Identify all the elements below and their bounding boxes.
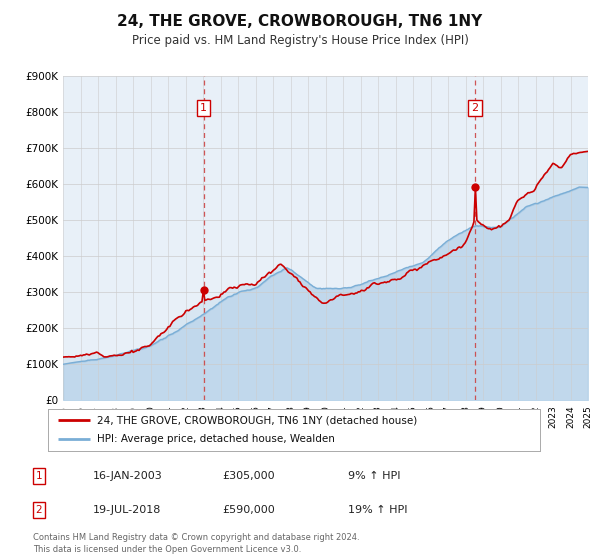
Text: 9% ↑ HPI: 9% ↑ HPI (348, 471, 401, 481)
Text: This data is licensed under the Open Government Licence v3.0.: This data is licensed under the Open Gov… (33, 545, 301, 554)
Text: 1: 1 (200, 103, 207, 113)
Text: Price paid vs. HM Land Registry's House Price Index (HPI): Price paid vs. HM Land Registry's House … (131, 34, 469, 46)
Text: 24, THE GROVE, CROWBOROUGH, TN6 1NY (detached house): 24, THE GROVE, CROWBOROUGH, TN6 1NY (det… (97, 415, 418, 425)
Text: 19-JUL-2018: 19-JUL-2018 (93, 505, 161, 515)
Text: Contains HM Land Registry data © Crown copyright and database right 2024.: Contains HM Land Registry data © Crown c… (33, 533, 359, 542)
Text: £590,000: £590,000 (222, 505, 275, 515)
Text: £305,000: £305,000 (222, 471, 275, 481)
Text: 2: 2 (472, 103, 479, 113)
Text: HPI: Average price, detached house, Wealden: HPI: Average price, detached house, Weal… (97, 435, 335, 445)
Text: 1: 1 (35, 471, 43, 481)
Text: 19% ↑ HPI: 19% ↑ HPI (348, 505, 407, 515)
Text: 16-JAN-2003: 16-JAN-2003 (93, 471, 163, 481)
Text: 2: 2 (35, 505, 43, 515)
Text: 24, THE GROVE, CROWBOROUGH, TN6 1NY: 24, THE GROVE, CROWBOROUGH, TN6 1NY (118, 14, 482, 29)
